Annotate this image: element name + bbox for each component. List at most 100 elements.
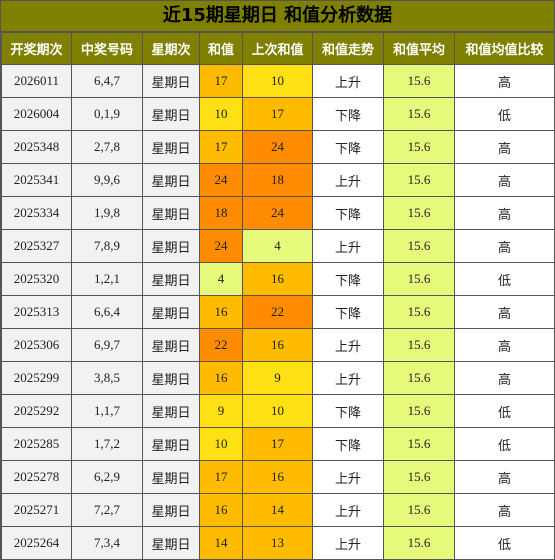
table-row: 2025334 1,9,8 星期日 18 24 下降 15.6 高 [1, 196, 555, 230]
sum-cell: 18 [199, 196, 243, 230]
trend-cell: 上升 [312, 526, 384, 560]
table-row: 2026011 6,4,7 星期日 17 10 上升 15.6 高 [1, 64, 555, 98]
compare-cell: 高 [454, 163, 555, 197]
table-row: 2025327 7,8,9 星期日 24 4 上升 15.6 高 [1, 229, 555, 263]
prev-sum-cell: 17 [242, 427, 313, 461]
prev-sum-cell: 22 [242, 295, 313, 329]
numbers-cell: 3,8,5 [71, 361, 143, 395]
sum-cell: 17 [199, 64, 243, 98]
page-title: 近15期星期日 和值分析数据 [1, 1, 554, 32]
avg-cell: 15.6 [383, 229, 455, 263]
sum-cell: 24 [199, 229, 243, 263]
sum-cell: 16 [199, 361, 243, 395]
avg-cell: 15.6 [383, 163, 455, 197]
prev-sum-cell: 10 [242, 394, 313, 428]
weekday-cell: 星期日 [142, 229, 200, 263]
prev-sum-cell: 24 [242, 196, 313, 230]
weekday-cell: 星期日 [142, 262, 200, 296]
sum-cell: 16 [199, 493, 243, 527]
trend-cell: 上升 [312, 229, 384, 263]
prev-sum-cell: 9 [242, 361, 313, 395]
avg-cell: 15.6 [383, 328, 455, 362]
compare-cell: 高 [454, 328, 555, 362]
compare-cell: 低 [454, 97, 555, 131]
trend-cell: 下降 [312, 295, 384, 329]
numbers-cell: 1,2,1 [71, 262, 143, 296]
sum-cell: 10 [199, 97, 243, 131]
compare-cell: 低 [454, 394, 555, 428]
numbers-cell: 0,1,9 [71, 97, 143, 131]
weekday-cell: 星期日 [142, 97, 200, 131]
numbers-cell: 6,6,4 [71, 295, 143, 329]
compare-cell: 高 [454, 130, 555, 164]
issue-cell: 2025313 [1, 295, 72, 329]
sum-analysis-table: 开奖期次 中奖号码 星期次 和值 上次和值 和值走势 和值平均 和值均值比较 2… [1, 32, 555, 560]
weekday-cell: 星期日 [142, 130, 200, 164]
table-row: 2025264 7,3,4 星期日 14 13 上升 15.6 低 [1, 526, 555, 560]
numbers-cell: 2,7,8 [71, 130, 143, 164]
trend-cell: 上升 [312, 460, 384, 494]
issue-cell: 2025334 [1, 196, 72, 230]
avg-cell: 15.6 [383, 493, 455, 527]
trend-cell: 下降 [312, 394, 384, 428]
table-row: 2026004 0,1,9 星期日 10 17 下降 15.6 低 [1, 97, 555, 131]
trend-cell: 下降 [312, 196, 384, 230]
header-compare: 和值均值比较 [454, 32, 555, 65]
avg-cell: 15.6 [383, 394, 455, 428]
table-header-row: 开奖期次 中奖号码 星期次 和值 上次和值 和值走势 和值平均 和值均值比较 [1, 32, 555, 65]
prev-sum-cell: 13 [242, 526, 313, 560]
weekday-cell: 星期日 [142, 427, 200, 461]
prev-sum-cell: 14 [242, 493, 313, 527]
table-row: 2025271 7,2,7 星期日 16 14 上升 15.6 高 [1, 493, 555, 527]
table-row: 2025285 1,7,2 星期日 10 17 下降 15.6 低 [1, 427, 555, 461]
header-prev-sum: 上次和值 [242, 32, 313, 65]
compare-cell: 高 [454, 295, 555, 329]
sum-cell: 4 [199, 262, 243, 296]
trend-cell: 上升 [312, 64, 384, 98]
prev-sum-cell: 4 [242, 229, 313, 263]
avg-cell: 15.6 [383, 196, 455, 230]
avg-cell: 15.6 [383, 262, 455, 296]
header-avg: 和值平均 [383, 32, 455, 65]
trend-cell: 下降 [312, 427, 384, 461]
weekday-cell: 星期日 [142, 328, 200, 362]
prev-sum-cell: 17 [242, 97, 313, 131]
issue-cell: 2025278 [1, 460, 72, 494]
table-row: 2025341 9,9,6 星期日 24 18 上升 15.6 高 [1, 163, 555, 197]
table-row: 2025278 6,2,9 星期日 17 16 上升 15.6 高 [1, 460, 555, 494]
trend-cell: 上升 [312, 493, 384, 527]
avg-cell: 15.6 [383, 130, 455, 164]
issue-cell: 2026004 [1, 97, 72, 131]
prev-sum-cell: 18 [242, 163, 313, 197]
sum-cell: 9 [199, 394, 243, 428]
compare-cell: 高 [454, 493, 555, 527]
issue-cell: 2025320 [1, 262, 72, 296]
prev-sum-cell: 16 [242, 262, 313, 296]
weekday-cell: 星期日 [142, 196, 200, 230]
prev-sum-cell: 10 [242, 64, 313, 98]
issue-cell: 2025341 [1, 163, 72, 197]
weekday-cell: 星期日 [142, 64, 200, 98]
weekday-cell: 星期日 [142, 295, 200, 329]
sum-cell: 24 [199, 163, 243, 197]
trend-cell: 下降 [312, 97, 384, 131]
issue-cell: 2025327 [1, 229, 72, 263]
issue-cell: 2026011 [1, 64, 72, 98]
avg-cell: 15.6 [383, 97, 455, 131]
issue-cell: 2025292 [1, 394, 72, 428]
prev-sum-cell: 16 [242, 460, 313, 494]
issue-cell: 2025306 [1, 328, 72, 362]
avg-cell: 15.6 [383, 460, 455, 494]
issue-cell: 2025271 [1, 493, 72, 527]
compare-cell: 高 [454, 229, 555, 263]
numbers-cell: 7,2,7 [71, 493, 143, 527]
numbers-cell: 6,9,7 [71, 328, 143, 362]
table-row: 2025306 6,9,7 星期日 22 16 上升 15.6 高 [1, 328, 555, 362]
avg-cell: 15.6 [383, 361, 455, 395]
issue-cell: 2025285 [1, 427, 72, 461]
prev-sum-cell: 16 [242, 328, 313, 362]
header-weekday: 星期次 [142, 32, 200, 65]
sum-cell: 17 [199, 130, 243, 164]
sum-cell: 17 [199, 460, 243, 494]
avg-cell: 15.6 [383, 64, 455, 98]
